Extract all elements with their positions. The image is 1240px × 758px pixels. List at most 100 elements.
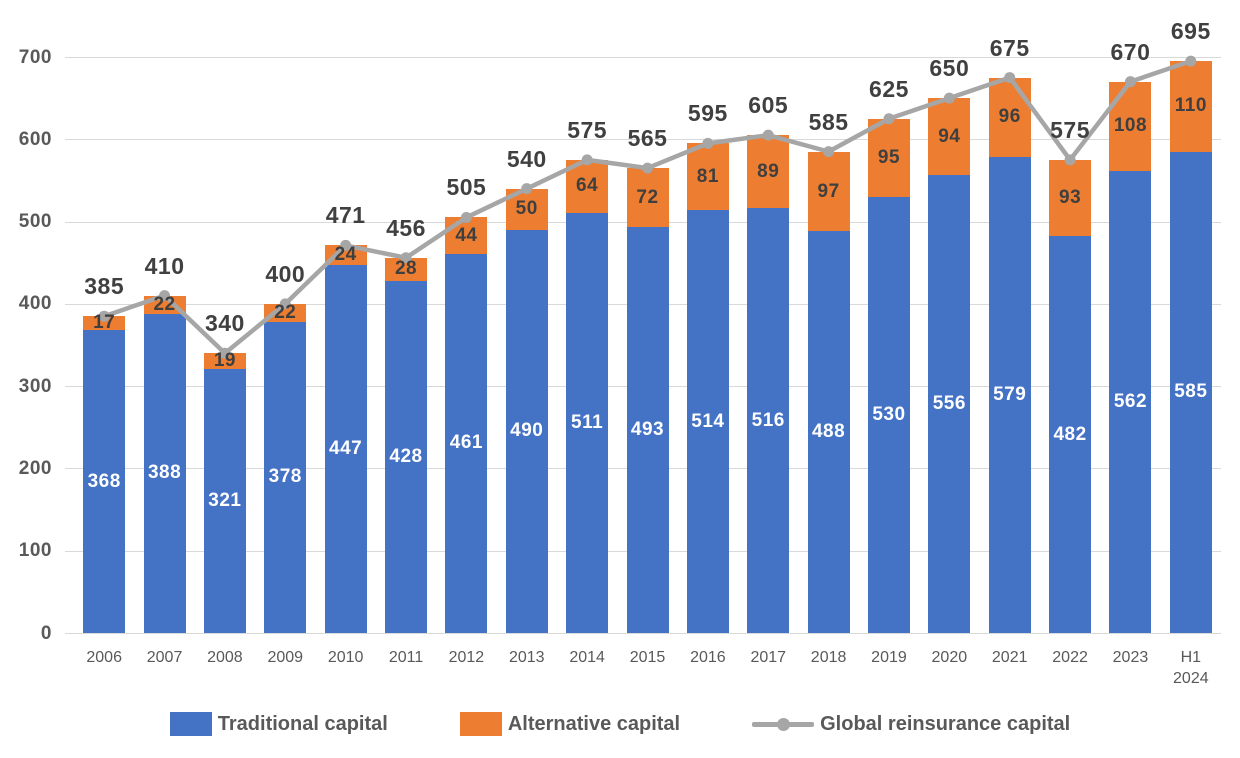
global-reinsurance-capital-total-label: 675	[989, 34, 1030, 61]
global-reinsurance-capital-total-label: 385	[84, 273, 125, 300]
bar-segment-traditional-capital	[1109, 170, 1152, 633]
traditional-capital-value-label: 447	[329, 438, 363, 460]
bar-segment-traditional-capital	[203, 368, 246, 633]
bar-segment-alternative-capital	[988, 77, 1031, 157]
x-tick-label: 2021	[991, 649, 1028, 666]
legend-item-alternative-capital: Alternative capital	[459, 712, 681, 736]
alternative-capital-value-label: 22	[274, 301, 297, 323]
traditional-capital-value-label: 378	[268, 466, 302, 488]
y-tick-label: 600	[18, 128, 52, 150]
line-marker-dot-icon	[943, 92, 955, 104]
x-tick-label: 2019	[871, 649, 907, 666]
bar-segment-traditional-capital	[324, 265, 367, 633]
line-series-global-reinsurance-capital	[98, 55, 1197, 359]
line-marker-dot-icon	[581, 154, 593, 166]
legend-item-traditional-capital: Traditional capital	[169, 712, 388, 736]
global-reinsurance-capital-total-label: 505	[446, 174, 487, 201]
line-marker-dot-icon	[400, 252, 412, 264]
line-marker-dot-icon	[823, 146, 835, 158]
alternative-capital-value-label: 19	[213, 350, 236, 372]
line-marker-dot-icon	[460, 211, 472, 223]
line-marker-dot-icon	[279, 298, 291, 310]
alternative-capital-value-label: 93	[1059, 187, 1082, 209]
x-tick-label: 2006	[86, 649, 122, 666]
bar-segment-alternative-capital	[83, 316, 126, 331]
bar-segment-traditional-capital	[1169, 151, 1212, 633]
bar-segment-traditional-capital	[1049, 236, 1092, 633]
legend-label-traditional-capital: Traditional capital	[217, 712, 388, 735]
global-reinsurance-capital-total-label: 585	[808, 108, 849, 135]
traditional-capital-swatch-icon	[169, 712, 212, 736]
x-tick-label: 2009	[267, 649, 304, 666]
bar-segment-traditional-capital	[807, 231, 850, 633]
line-marker-dot-icon	[219, 347, 231, 359]
bar-segment-alternative-capital	[203, 353, 246, 369]
x-tick-label: 2010	[327, 649, 364, 666]
global-reinsurance-capital-total-label: 605	[748, 92, 789, 119]
legend-item-global-reinsurance-capital: Global reinsurance capital	[752, 712, 1070, 736]
bar-segment-traditional-capital	[445, 253, 488, 633]
x-tick-label: 2017	[750, 649, 787, 666]
alternative-capital-value-label: 108	[1113, 115, 1148, 137]
bar-segment-traditional-capital	[385, 280, 428, 633]
global-reinsurance-capital-total-label: 471	[325, 202, 366, 229]
bar-segment-traditional-capital	[566, 212, 609, 633]
global-reinsurance-capital-total-label: 625	[869, 75, 909, 102]
line-marker-icon	[752, 712, 815, 736]
bar-segment-traditional-capital	[867, 196, 910, 633]
alternative-capital-value-label: 64	[576, 175, 599, 197]
line-marker-dot-icon	[521, 183, 533, 195]
global-reinsurance-capital-total-label: 565	[627, 125, 668, 152]
x-tick-label: 2014	[569, 649, 605, 666]
y-tick-label: 100	[18, 540, 52, 562]
alternative-capital-value-label: 110	[1174, 95, 1207, 117]
bar-segment-traditional-capital	[143, 313, 186, 633]
traditional-capital-value-label: 530	[872, 403, 906, 425]
x-tick-label: 2022	[1052, 649, 1088, 666]
alternative-capital-value-label: 50	[515, 198, 538, 220]
alternative-capital-value-label: 94	[938, 125, 961, 147]
traditional-capital-value-label: 482	[1053, 423, 1087, 445]
traditional-capital-value-label: 562	[1113, 390, 1148, 412]
global-reinsurance-capital-total-label: 540	[506, 145, 547, 172]
bar-segment-alternative-capital	[626, 168, 669, 228]
global-reinsurance-capital-total-label: 670	[1110, 38, 1151, 65]
legend-label-global-reinsurance-capital: Global reinsurance capital	[820, 712, 1071, 735]
bar-segment-traditional-capital	[505, 229, 548, 633]
line-marker-dot-icon	[702, 137, 714, 149]
bar-segment-alternative-capital	[445, 217, 488, 254]
x-tick-label: 2011	[388, 649, 424, 666]
line-marker-dot-icon	[1064, 154, 1076, 166]
line-marker-dot-icon	[883, 113, 895, 125]
traditional-capital-value-label: 514	[691, 410, 725, 432]
line-marker-dot-icon	[762, 129, 774, 141]
global-reinsurance-capital-total-label: 340	[204, 310, 245, 337]
traditional-capital-value-label: 585	[1174, 381, 1208, 403]
bar-segment-traditional-capital	[83, 330, 126, 633]
traditional-capital-value-label: 511	[571, 411, 604, 433]
x-tick-label: 2007	[146, 649, 183, 666]
bar-segment-traditional-capital	[686, 210, 729, 633]
bar-segment-alternative-capital	[747, 135, 790, 209]
traditional-capital-value-label: 368	[87, 470, 121, 492]
bar-segment-alternative-capital	[807, 151, 850, 232]
traditional-capital-value-label: 428	[389, 445, 423, 467]
line-marker-dot-icon	[1124, 76, 1136, 88]
y-tick-label: 0	[40, 622, 52, 644]
traditional-capital-value-label: 556	[932, 393, 966, 415]
bar-segment-traditional-capital	[264, 321, 307, 633]
traditional-capital-value-label: 516	[751, 409, 785, 431]
line-marker-dot-icon	[1004, 72, 1016, 84]
traditional-capital-value-label: 579	[993, 383, 1027, 405]
alternative-capital-value-label: 89	[757, 160, 780, 182]
global-reinsurance-capital-total-label: 575	[1050, 116, 1091, 143]
bar-segment-alternative-capital	[324, 245, 367, 266]
global-reinsurance-capital-total-label: 400	[265, 260, 306, 287]
y-tick-label: 500	[18, 211, 52, 233]
alternative-capital-value-label: 24	[334, 244, 357, 266]
alternative-capital-swatch-icon	[459, 712, 502, 736]
legend-label-alternative-capital: Alternative capital	[507, 712, 681, 735]
traditional-capital-value-label: 488	[811, 421, 846, 443]
x-tick-label: 2023	[1112, 649, 1149, 666]
